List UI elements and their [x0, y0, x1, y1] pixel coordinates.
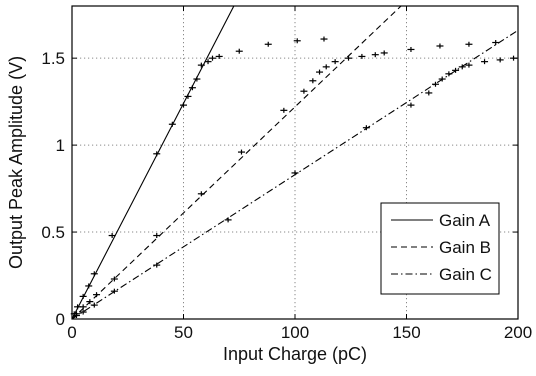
- data-point: [331, 59, 339, 65]
- y-tick-label: 1.5: [41, 49, 65, 68]
- data-point: [184, 93, 192, 99]
- data-point: [280, 107, 288, 113]
- data-point: [358, 53, 366, 59]
- data-point: [496, 57, 504, 63]
- data-point: [291, 170, 299, 176]
- data-point: [110, 276, 118, 282]
- data-point: [465, 41, 473, 47]
- data-point: [224, 217, 232, 223]
- y-tick-label: 1: [56, 136, 65, 155]
- data-point: [264, 41, 272, 47]
- data-point: [481, 59, 489, 65]
- data-point: [235, 48, 243, 54]
- data-point: [110, 288, 118, 294]
- data-point: [465, 62, 473, 68]
- data-point: [79, 293, 87, 299]
- data-point: [436, 43, 444, 49]
- data-point: [153, 151, 161, 157]
- series-layer: [70, 6, 518, 319]
- data-point: [193, 76, 201, 82]
- data-point: [237, 149, 245, 155]
- data-point: [407, 46, 415, 52]
- data-point: [108, 233, 116, 239]
- x-tick-label: 200: [504, 323, 532, 342]
- x-axis-label: Input Charge (pC): [223, 344, 367, 364]
- data-point: [458, 64, 466, 70]
- x-tick-label: 100: [281, 323, 309, 342]
- legend-label: Gain C: [439, 265, 492, 284]
- data-point: [320, 36, 328, 42]
- data-point: [90, 302, 98, 308]
- data-point: [153, 262, 161, 268]
- data-point: [316, 69, 324, 75]
- data-point: [93, 292, 101, 298]
- data-point: [188, 85, 196, 91]
- data-point: [345, 55, 353, 61]
- data-point: [197, 62, 205, 68]
- data-point: [371, 52, 379, 58]
- data-point: [153, 233, 161, 239]
- data-point: [322, 64, 330, 70]
- data-point: [180, 102, 187, 108]
- fit-line: [72, 6, 402, 319]
- data-point: [362, 125, 370, 131]
- data-point: [309, 78, 317, 84]
- data-point: [425, 90, 433, 96]
- series-gain-b: [72, 6, 500, 319]
- data-point: [300, 88, 308, 94]
- y-tick-label: 0: [56, 310, 65, 329]
- legend: Gain A Gain B Gain C: [380, 202, 500, 295]
- data-point: [90, 271, 98, 277]
- data-point: [407, 102, 415, 108]
- data-point: [431, 81, 439, 87]
- data-point: [492, 40, 500, 46]
- legend-label: Gain A: [439, 211, 491, 230]
- data-point: [168, 121, 176, 127]
- x-tick-label: 50: [174, 323, 193, 342]
- data-point: [438, 76, 446, 82]
- data-point: [79, 304, 87, 310]
- legend-label: Gain B: [439, 238, 491, 257]
- data-point: [86, 299, 94, 305]
- data-point: [85, 283, 93, 289]
- legend-box: [380, 202, 500, 295]
- data-point: [208, 55, 216, 61]
- x-tick-label: 150: [392, 323, 420, 342]
- y-axis-label: Output Peak Amplitude (V): [6, 56, 26, 269]
- data-point: [197, 191, 205, 197]
- data-point: [204, 59, 212, 65]
- data-point: [79, 309, 87, 315]
- series-gain-c: [72, 29, 518, 319]
- data-point: [215, 53, 223, 59]
- data-point: [380, 50, 388, 56]
- data-point: [445, 71, 453, 77]
- data-point: [293, 38, 301, 44]
- fit-line: [72, 6, 235, 319]
- y-tick-label: 0.5: [41, 223, 65, 242]
- x-tick-label: 0: [67, 323, 76, 342]
- tick-layer: 0 50 100 150 200 0 0.5 1 1.5: [41, 6, 532, 342]
- data-point: [72, 313, 80, 319]
- data-point: [452, 67, 460, 73]
